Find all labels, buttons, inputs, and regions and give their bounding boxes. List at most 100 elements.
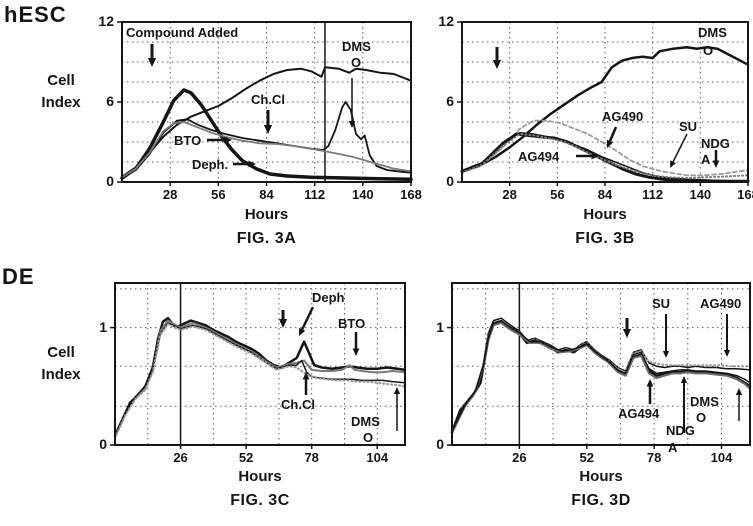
annotation-dms: DMS: [351, 414, 380, 429]
x-axis-label-3a: Hours: [244, 206, 289, 223]
annotation-a: A: [668, 440, 678, 455]
x-tick-label: 84: [597, 187, 613, 202]
annotation-ndg: NDG: [666, 423, 695, 438]
annotation-arrow: [301, 306, 315, 330]
annotation-arrowhead: [735, 388, 743, 395]
annotation-arrowhead: [623, 329, 631, 338]
annotation-arrowhead: [393, 387, 401, 394]
y-axis-label-bottom: Cell Index: [24, 342, 98, 386]
x-tick-label: 78: [304, 450, 319, 465]
annotation-arrowhead: [670, 160, 676, 168]
annotation-arrowhead: [147, 58, 157, 67]
x-tick-label: 28: [502, 187, 517, 202]
annotation-ag494: AG494: [618, 406, 660, 421]
y-axis-label-line2: Index: [41, 93, 81, 111]
y-tick-label: 1: [436, 318, 444, 335]
annotation-arrow: [608, 126, 618, 142]
annotation-arrowhead: [248, 160, 256, 168]
annotation-arrowhead: [680, 376, 688, 383]
x-tick-label: 56: [211, 187, 226, 202]
x-axis-label-3b: Hours: [583, 206, 627, 223]
annotation-arrowhead: [352, 348, 360, 356]
annotation-o: O: [696, 410, 707, 425]
y-axis-label-top: Cell Index: [24, 70, 98, 114]
annotation-arrowhead: [302, 372, 310, 380]
annotation-arrowhead: [591, 152, 599, 160]
annotation-arrowhead: [723, 350, 731, 357]
x-tick-label: 78: [646, 450, 662, 465]
x-tick-label: 140: [689, 187, 712, 202]
annotation-arrowhead: [263, 125, 273, 134]
annotation-arrowhead: [646, 379, 654, 387]
annotation-deph: Deph: [312, 290, 345, 305]
caption-fig-3b: FIG. 3B: [575, 230, 635, 247]
series-line-su: [461, 131, 749, 182]
caption-fig-3c: FIG. 3C: [230, 492, 290, 509]
x-tick-label: 104: [366, 450, 389, 465]
annotation-dms: DMS: [342, 39, 371, 54]
series-line-dmso: [460, 46, 750, 173]
x-tick-label: 84: [259, 187, 274, 202]
x-axis-label-3d: Hours: [579, 468, 623, 485]
annotation-a: A: [701, 152, 711, 167]
annotation-su: SU: [652, 296, 671, 311]
y-tick-label: 6: [106, 93, 114, 109]
x-tick-label: 168: [400, 187, 422, 202]
x-axis-label-3c: Hours: [238, 468, 282, 485]
series-line-ndga: [461, 133, 749, 179]
x-tick-label: 104: [710, 450, 733, 465]
y-tick-label: 0: [106, 173, 114, 189]
y-axis-label-line1: Cell: [47, 72, 75, 89]
annotation-ch-cl: Ch.Cl: [251, 92, 285, 107]
plot-frame: [114, 282, 406, 446]
x-tick-label: 52: [579, 450, 594, 465]
annotation-arrowhead: [348, 121, 356, 128]
x-tick-label: 168: [737, 187, 753, 202]
annotation-o: O: [703, 43, 714, 58]
annotation-dms: DMS: [698, 25, 727, 40]
y-tick-label: 12: [98, 13, 114, 29]
annotation-arrowhead: [606, 139, 614, 148]
series-line-ch-cl: [121, 121, 412, 179]
series-line-dmso: [113, 323, 407, 440]
annotation-arrow: [672, 133, 688, 163]
y-tick-label: 6: [446, 93, 454, 109]
annotation-bto: BTO: [338, 316, 366, 331]
x-tick-label: 28: [162, 187, 178, 202]
annotation-ag490: AG490: [602, 109, 644, 124]
x-tick-label: 140: [351, 187, 374, 202]
x-tick-label: 112: [642, 187, 664, 202]
annotation-ag490: AG490: [700, 296, 742, 311]
caption-fig-3d: FIG. 3D: [571, 492, 631, 509]
annotation-arrowhead: [712, 160, 720, 168]
annotation-bto: BTO: [174, 133, 202, 148]
annotation-su: SU: [679, 119, 698, 134]
y-axis-label-line2: Index: [41, 365, 81, 383]
y-tick-label: 0: [446, 173, 454, 189]
x-tick-label: 26: [512, 450, 527, 465]
annotation-o: O: [363, 430, 374, 445]
annotation-arrowhead: [224, 136, 232, 144]
annotation-arrowhead: [278, 319, 288, 328]
row-label-hesc: hESC: [4, 2, 67, 27]
annotation-arrowhead: [662, 351, 670, 358]
annotation-deph: Deph.: [192, 157, 229, 172]
series-line-dmso: [121, 66, 412, 178]
annotation-ag494: AG494: [518, 149, 560, 164]
annotation-dms: DMS: [690, 394, 719, 409]
caption-fig-3a: FIG. 3A: [236, 230, 297, 247]
series-line-dmso: [451, 319, 751, 432]
y-tick-label: 1: [99, 318, 107, 335]
annotation-arrowhead: [492, 60, 502, 69]
annotation-compound-added: Compound Added: [126, 25, 239, 40]
y-tick-label: 0: [99, 436, 107, 452]
x-tick-label: 112: [304, 187, 326, 202]
annotation-arrowhead: [299, 327, 306, 336]
annotation-o: O: [351, 55, 362, 70]
x-tick-label: 56: [550, 187, 565, 202]
x-tick-label: 52: [238, 450, 254, 465]
y-tick-label: 12: [438, 13, 454, 29]
plot-frame: [451, 282, 751, 446]
